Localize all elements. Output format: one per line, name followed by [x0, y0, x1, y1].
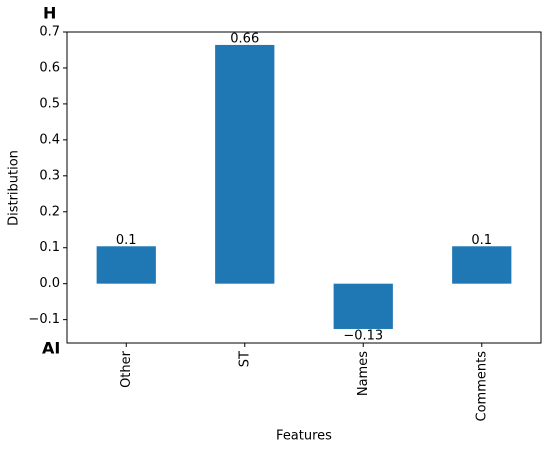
y-tick-label: 0.5: [39, 96, 60, 111]
bar: [215, 44, 275, 284]
x-axis-label: Features: [276, 429, 332, 444]
value-label: 0.1: [116, 233, 137, 248]
y-tick-label: 0.7: [39, 25, 60, 40]
bar: [333, 283, 393, 329]
value-label: 0.66: [230, 31, 259, 46]
y-tick-label: 0.0: [39, 276, 60, 291]
y-tick-label: 0.3: [39, 168, 60, 183]
y-tick-label: 0.6: [39, 60, 60, 75]
value-label: 0.1: [471, 233, 492, 248]
x-tick-label: Comments: [474, 351, 489, 422]
plot-frame: [66, 31, 542, 344]
y-tick-label: 0.4: [39, 132, 60, 147]
bar: [452, 246, 512, 284]
y-axis-label: Distribution: [7, 150, 22, 226]
x-tick-label: ST: [237, 351, 252, 367]
y-tick-label: −0.1: [28, 312, 60, 327]
x-tick-label: Names: [356, 351, 371, 396]
annotation: H: [43, 4, 56, 23]
annotation: AI: [42, 339, 60, 358]
x-tick-label: Other: [119, 350, 134, 388]
value-label: −0.13: [343, 328, 383, 343]
y-tick-label: 0.1: [39, 240, 60, 255]
bar: [96, 246, 156, 284]
y-tick-label: 0.2: [39, 204, 60, 219]
